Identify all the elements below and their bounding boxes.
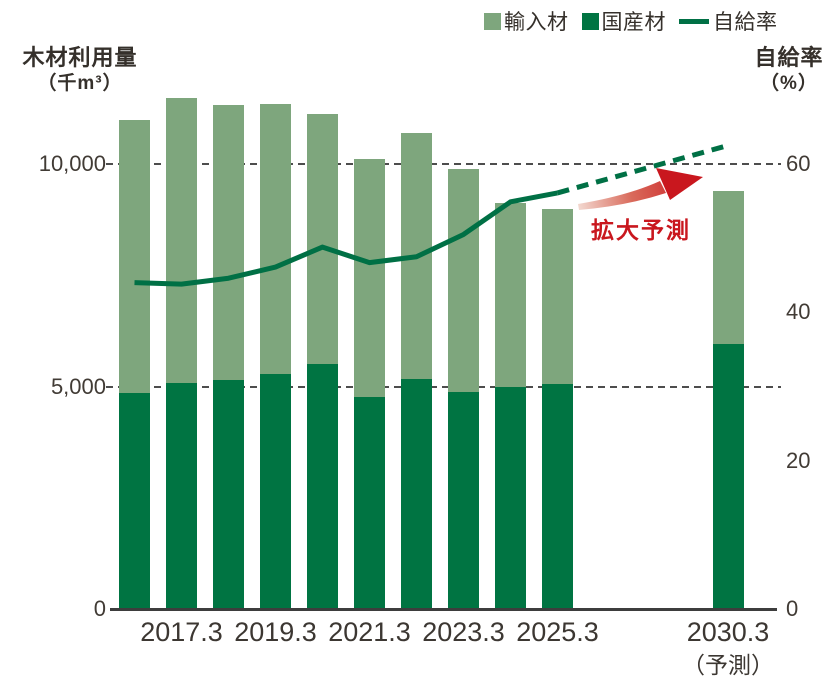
self-sufficiency-line-swatch-icon [679,18,709,24]
bar-domestic [401,378,432,609]
self-sufficiency-forecast-line [556,143,729,196]
bar-domestic [712,344,744,609]
bar-domestic [260,374,291,609]
x-axis-label-forecast-year: 2030.3 [686,617,770,647]
x-axis-label: 2019.3 [234,617,317,647]
y-axis-tick-label-left: 0 [93,596,106,621]
bar-domestic [354,397,385,609]
legend-item-rate: 自給率 [679,6,778,36]
expansion-arrow-icon [578,168,703,210]
y-axis-tick-label-left: 10,000 [38,151,106,176]
y-axis-tick-label-left: 5,000 [50,373,106,399]
gridline [106,385,781,388]
bar-domestic [448,391,479,609]
left-axis-unit: （千m³） [37,72,123,94]
bar-domestic [542,383,573,609]
left-axis-title: 木材利用量 （千m³） [10,44,150,95]
gridline [106,163,781,165]
legend-item-domestic: 国産材 [581,6,667,36]
legend-label-rate: 自給率 [713,11,778,34]
right-axis-title-text: 自給率 [754,45,824,70]
bar-domestic [307,364,338,609]
expansion-forecast-label: 拡大予測 [591,217,691,243]
bar-domestic [213,379,244,609]
imported-wood-swatch-icon [484,12,501,30]
x-axis-line [110,607,777,611]
x-axis-label: 2025.3 [516,617,599,647]
y-axis-tick-label-right: 60 [786,151,811,176]
domestic-wood-swatch-icon [581,12,599,30]
bar-domestic [119,393,150,609]
x-axis-label-forecast-note: （予測） [682,652,774,678]
x-axis-label: 2017.3 [140,617,223,647]
right-axis-unit: （%） [760,72,818,94]
bar-domestic [495,386,526,609]
y-axis-tick-label-right: 0 [786,596,799,621]
x-axis-label: 2021.3 [328,617,411,647]
legend: 輸入材 国産材 自給率 [484,6,778,36]
legend-label-domestic: 国産材 [601,11,666,34]
x-axis-label: 2023.3 [422,617,505,647]
right-axis-title: 自給率 （%） [746,44,832,95]
legend-label-imported: 輸入材 [504,11,569,34]
y-axis-tick-label-right: 40 [786,299,811,325]
legend-item-imported: 輸入材 [484,6,569,36]
bar-domestic [166,382,197,609]
left-axis-title-text: 木材利用量 [22,45,138,70]
y-axis-tick-label-right: 20 [786,447,811,473]
